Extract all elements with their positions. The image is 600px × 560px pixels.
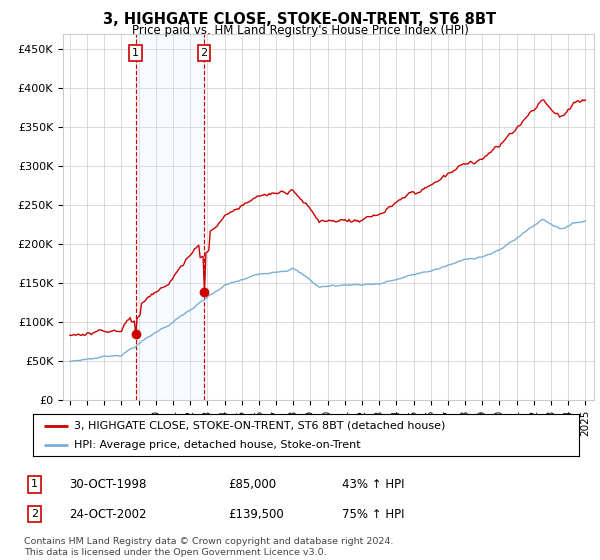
Text: 24-OCT-2002: 24-OCT-2002 xyxy=(69,507,146,521)
Text: Price paid vs. HM Land Registry's House Price Index (HPI): Price paid vs. HM Land Registry's House … xyxy=(131,24,469,37)
Text: 2: 2 xyxy=(31,509,38,519)
Text: 2: 2 xyxy=(200,48,208,58)
Text: 30-OCT-1998: 30-OCT-1998 xyxy=(69,478,146,491)
Text: 1: 1 xyxy=(132,48,139,58)
Text: Contains HM Land Registry data © Crown copyright and database right 2024.
This d: Contains HM Land Registry data © Crown c… xyxy=(24,537,394,557)
Text: 43% ↑ HPI: 43% ↑ HPI xyxy=(342,478,404,491)
Text: 3, HIGHGATE CLOSE, STOKE-ON-TRENT, ST6 8BT (detached house): 3, HIGHGATE CLOSE, STOKE-ON-TRENT, ST6 8… xyxy=(74,421,445,431)
Text: 1: 1 xyxy=(31,479,38,489)
Text: £139,500: £139,500 xyxy=(228,507,284,521)
Text: £85,000: £85,000 xyxy=(228,478,276,491)
Bar xyxy=(136,34,204,400)
Text: 75% ↑ HPI: 75% ↑ HPI xyxy=(342,507,404,521)
Text: 3, HIGHGATE CLOSE, STOKE-ON-TRENT, ST6 8BT: 3, HIGHGATE CLOSE, STOKE-ON-TRENT, ST6 8… xyxy=(103,12,497,27)
Text: HPI: Average price, detached house, Stoke-on-Trent: HPI: Average price, detached house, Stok… xyxy=(74,440,361,450)
